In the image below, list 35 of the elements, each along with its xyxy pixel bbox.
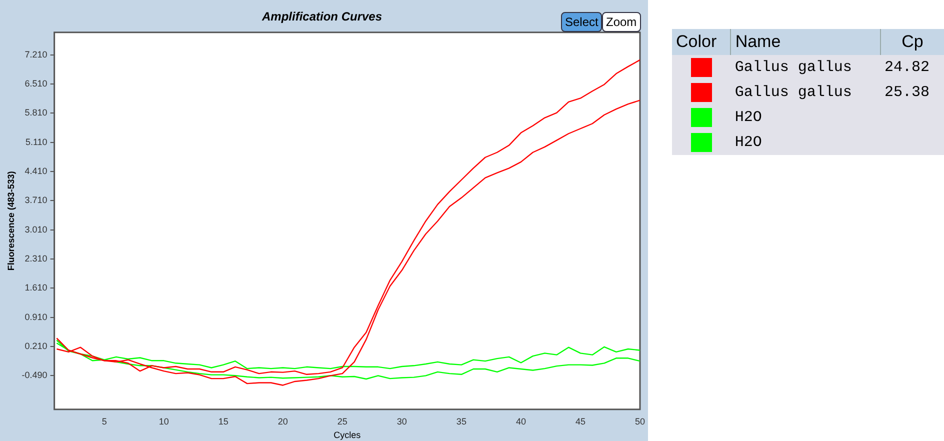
select-button: Select: [561, 12, 602, 32]
y-tick-label: 6.510: [24, 78, 48, 89]
x-tick-label: 20: [278, 416, 288, 426]
x-tick-label: 25: [337, 416, 348, 426]
chart-title: Amplification Curves: [260, 10, 382, 24]
text: Name: [730, 29, 881, 55]
y-tick-label: 5.110: [25, 136, 48, 147]
y-tick-label: 3.010: [24, 224, 48, 234]
x-tick-label: 5: [102, 416, 107, 426]
y-axis-title: Fluorescence (483-533): [6, 171, 16, 271]
y-tick-label: 4.410: [24, 166, 48, 176]
legend-label: Gallus gallus: [734, 58, 853, 78]
text: Color: [672, 29, 731, 55]
zoom-button: Zoom: [602, 12, 641, 32]
text: 24.82: [884, 58, 931, 78]
y-tick-label: 2.310: [24, 254, 48, 264]
x-tick-label: 15: [218, 416, 228, 426]
x-tick-label: 30: [396, 416, 407, 426]
x-axis-title: Cycles: [334, 430, 362, 440]
legend-label: H2O: [734, 133, 763, 153]
x-tick-label: 10: [158, 416, 169, 426]
legend-label: H2O: [734, 108, 763, 128]
x-tick-label: 50: [634, 416, 645, 426]
text: 25.38: [884, 83, 931, 103]
x-tick-label: 40: [516, 416, 526, 426]
y-tick-label: 1.610: [24, 282, 48, 293]
y-tick-label: -0.490: [22, 370, 48, 380]
y-tick-label: 0.210: [24, 340, 48, 351]
y-tick-label: 3.710: [24, 195, 48, 206]
y-tick-label: 5.810: [24, 108, 48, 118]
x-tick-label: 35: [456, 416, 466, 426]
x-tick-label: 45: [575, 416, 586, 426]
legend-label: Gallus gallus: [734, 83, 853, 103]
y-tick-label: 7.210: [24, 49, 48, 60]
y-tick-label: 0.910: [24, 312, 48, 322]
